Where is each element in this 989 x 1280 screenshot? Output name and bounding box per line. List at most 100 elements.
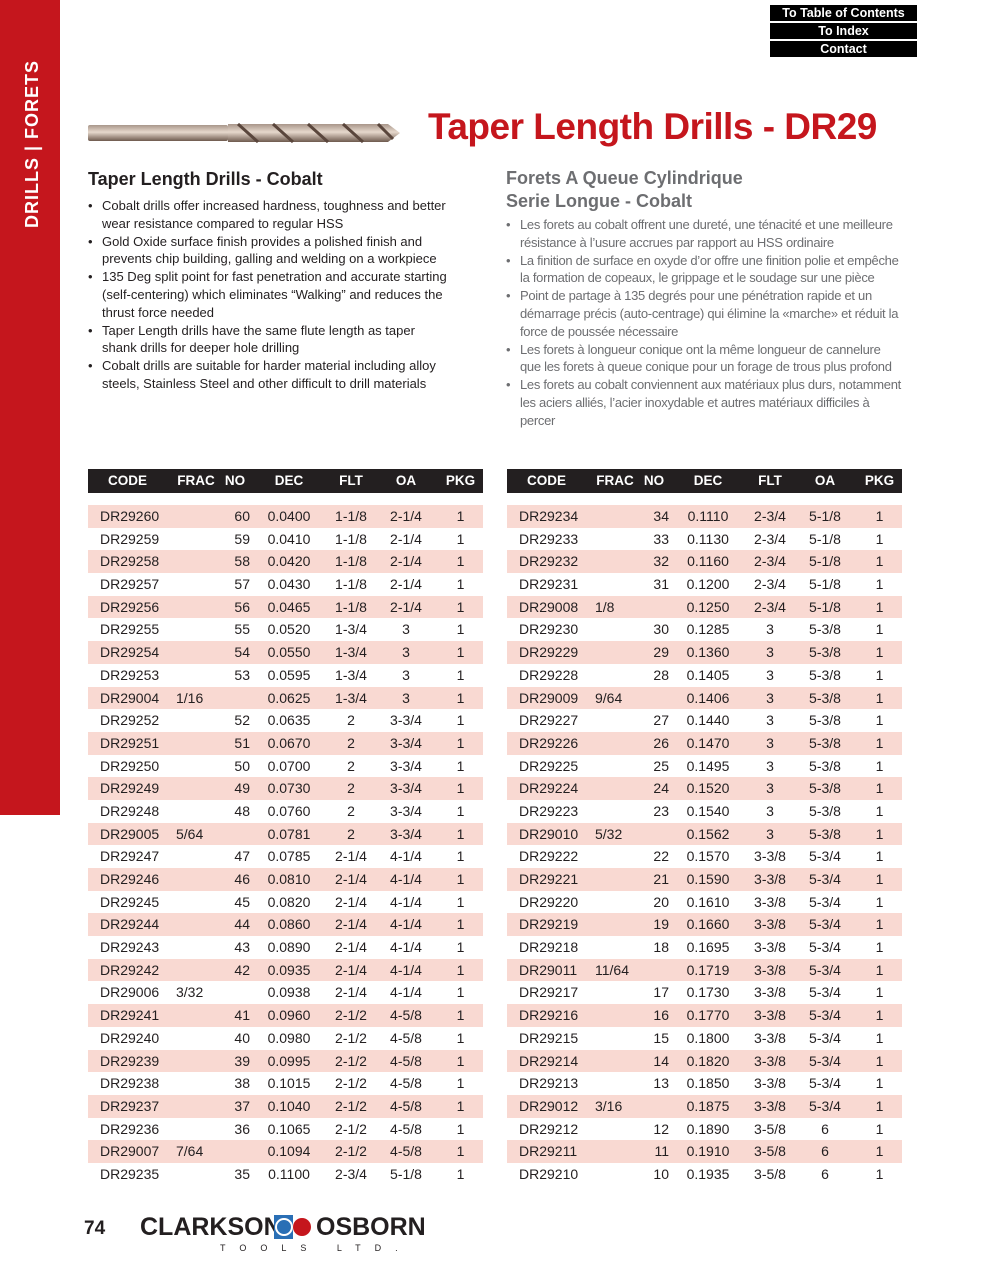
table-row: DR29251 51 0.0670 2 3-3/4 1: [88, 731, 483, 755]
table-cell: 5-3/8: [809, 780, 841, 797]
table-cell: DR29250: [100, 757, 160, 774]
table-cell: 1: [456, 666, 465, 683]
table-cell: 3: [766, 666, 774, 683]
table-cell: 0.1660: [686, 916, 730, 933]
table-cell: [591, 1140, 639, 1163]
navigation-links: To Table of Contents To Index Contact: [770, 5, 917, 59]
table-cell: 2-1/4: [390, 553, 422, 570]
table-cell: 1: [456, 1075, 465, 1092]
table-cell: 30: [653, 621, 669, 638]
table-cell: [591, 936, 639, 959]
table-cell: 0.0820: [267, 893, 311, 910]
table-cell: DR29228: [519, 666, 579, 683]
table-cell: 53: [234, 666, 250, 683]
table-cell: 1: [456, 1165, 465, 1182]
table-cell: 2-1/4: [335, 939, 367, 956]
table-cell: 2: [347, 825, 355, 842]
table-cell: [172, 1072, 220, 1095]
table-of-contents-link[interactable]: To Table of Contents: [770, 5, 917, 21]
table-cell: 3/32: [176, 984, 204, 1001]
table-cell: DR29220: [519, 893, 579, 910]
table-cell: 1: [456, 848, 465, 865]
table-cell: 0.0785: [267, 848, 311, 865]
table-cell: DR29006: [100, 984, 160, 1001]
table-cell: 2-1/4: [390, 530, 422, 547]
table-cell: 1/16: [176, 689, 204, 706]
contact-link[interactable]: Contact: [770, 41, 917, 57]
table-cell: 1: [456, 1097, 465, 1114]
table-cell: 3-3/8: [754, 939, 786, 956]
table-row: DR29218 18 0.1695 3-3/8 5-3/4 1: [507, 936, 902, 959]
table-cell: 11/64: [595, 961, 629, 978]
table-cell: DR29004: [100, 689, 160, 706]
table-cell: 1: [456, 553, 465, 570]
table-cell: 6: [821, 1120, 829, 1137]
table-row: DR29004 1/16 0.0625 1-3/4 3 1: [88, 686, 483, 710]
column-header: PKG: [445, 473, 476, 488]
table-cell: 3-3/8: [754, 848, 786, 865]
table-cell: 0.1562: [686, 825, 730, 842]
column-header: OA: [814, 473, 836, 488]
table-cell: 46: [234, 871, 250, 887]
table-cell: 0.1130: [687, 530, 729, 547]
table-cell: 0.0635: [267, 712, 311, 729]
table-cell: 3-3/4: [390, 825, 422, 842]
table-cell: 0.0890: [267, 939, 311, 956]
table-cell: 1-3/4: [335, 644, 367, 661]
table-row: DR29214 14 0.1820 3-3/8 5-3/4 1: [507, 1049, 902, 1073]
table-cell: 6: [821, 1143, 829, 1160]
table-row: DR29260 60 0.0400 1-1/8 2-1/4 1: [88, 505, 483, 528]
table-cell: 2-1/2: [335, 1097, 367, 1114]
table-row: DR29223 23 0.1540 3 5-3/8 1: [507, 800, 902, 823]
table-row: DR29239 39 0.0995 2-1/2 4-5/8 1: [88, 1049, 483, 1073]
table-cell: DR29216: [519, 1007, 579, 1024]
table-cell: 3-3/8: [754, 871, 786, 887]
table-cell: [639, 959, 669, 982]
table-row: DR29008 1/8 0.1250 2-3/4 5-1/8 1: [507, 595, 902, 619]
table-cell: 36: [234, 1120, 250, 1137]
logo-emblem-icon: [274, 1215, 311, 1239]
table-cell: 1: [875, 598, 884, 615]
table-cell: 16: [653, 1007, 669, 1024]
index-link[interactable]: To Index: [770, 23, 917, 39]
column-header: DEC: [274, 473, 304, 488]
table-cell: [172, 959, 220, 982]
table-cell: [172, 891, 220, 914]
table-row: DR29232 32 0.1160 2-3/4 5-1/8 1: [507, 550, 902, 574]
table-cell: 3: [766, 780, 774, 797]
table-cell: [220, 687, 250, 710]
table-cell: 1: [456, 1052, 465, 1069]
table-row: DR29240 40 0.0980 2-1/2 4-5/8 1: [88, 1027, 483, 1050]
table-cell: [172, 596, 220, 619]
table-cell: 1: [875, 780, 884, 797]
table-cell: 0.1820: [686, 1052, 730, 1069]
table-cell: 1: [875, 621, 884, 638]
table-cell: [172, 755, 220, 778]
table-cell: 1: [456, 825, 465, 842]
table-cell: 3: [402, 621, 410, 638]
table-cell: 0.0781: [267, 825, 311, 842]
table-cell: [591, 528, 639, 551]
table-cell: 3-3/8: [754, 1075, 786, 1092]
english-feature-list: Cobalt drills offer increased hardness, …: [88, 197, 453, 393]
table-cell: 2: [347, 757, 355, 774]
table-cell: 4-5/8: [390, 1029, 422, 1046]
table-cell: 1-1/8: [335, 508, 367, 524]
table-cell: DR29233: [519, 530, 579, 547]
table-cell: 6: [821, 1165, 829, 1182]
table-cell: DR29011: [519, 961, 578, 978]
table-cell: 5-3/4: [809, 848, 841, 865]
table-cell: 2-1/4: [390, 598, 422, 615]
table-cell: 5-3/4: [809, 893, 841, 910]
table-cell: 0.1110: [687, 508, 729, 524]
column-header: NO: [643, 473, 665, 488]
table-row: DR29247 47 0.0785 2-1/4 4-1/4 1: [88, 845, 483, 868]
french-heading-line-2: Serie Longue - Cobalt: [506, 191, 693, 211]
table-cell: [172, 641, 220, 664]
table-cell: 0.1250: [686, 598, 730, 615]
table-cell: 3-3/4: [390, 780, 422, 797]
table-cell: [172, 936, 220, 959]
table-cell: 0.1935: [686, 1165, 730, 1182]
table-cell: DR29223: [519, 802, 579, 819]
table-cell: 0.0400: [267, 508, 311, 524]
